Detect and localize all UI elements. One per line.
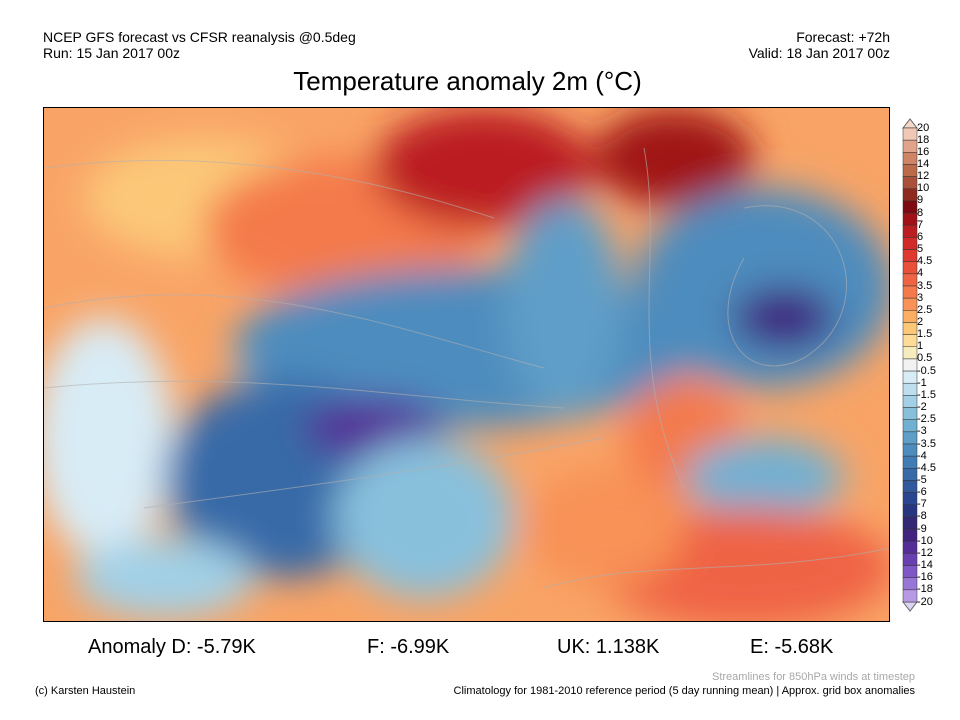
colorbar-swatch (902, 358, 918, 372)
colorbar-swatch (902, 188, 918, 202)
valid-time: Valid: 18 Jan 2017 00z (748, 45, 890, 61)
colorbar-label: -1 (917, 376, 927, 389)
colorbar-swatches (901, 118, 919, 612)
anomaly-uk: UK: 1.138K (557, 636, 660, 658)
model-info: NCEP GFS forecast vs CFSR reanalysis @0.… (43, 29, 356, 45)
colorbar-swatch (902, 468, 918, 481)
colorbar-low-arrow (901, 601, 919, 612)
colorbar-swatch (902, 553, 918, 566)
colorbar-swatch (902, 176, 918, 190)
colorbar-label: -1.5 (917, 388, 936, 401)
colorbar-swatch (902, 285, 918, 299)
colorbar-label: -16 (917, 571, 933, 584)
colorbar-swatch (902, 504, 918, 518)
colorbar-swatch (902, 419, 918, 433)
colorbar-label: 1 (917, 340, 924, 353)
colorbar-label: 1.5 (917, 328, 933, 341)
colorbar-label: -4.5 (917, 461, 936, 474)
colorbar-swatch (902, 480, 918, 493)
colorbar-swatch (902, 127, 918, 141)
colorbar-label: 2.5 (917, 303, 933, 316)
colorbar-label: 8 (917, 206, 924, 219)
colorbar-swatch (902, 139, 918, 153)
colorbar-label: -20 (917, 595, 933, 608)
colorbar-swatch (902, 164, 918, 177)
colorbar-label: -10 (917, 534, 933, 547)
colorbar-label: -14 (917, 559, 933, 572)
colorbar-swatch (902, 322, 918, 335)
colorbar-swatch (902, 224, 918, 238)
colorbar-swatch (902, 346, 918, 360)
colorbar-label: -0.5 (917, 364, 936, 377)
colorbar-swatch (902, 261, 918, 275)
colorbar-label: -7 (917, 498, 927, 511)
colorbar-label: -12 (917, 546, 933, 559)
colorbar-label: -8 (917, 510, 927, 523)
colorbar-label: 5 (917, 243, 924, 256)
credit: (c) Karsten Haustein (35, 685, 136, 697)
colorbar-label: -4 (917, 449, 927, 462)
colorbar-label: 0.5 (917, 352, 933, 365)
colorbar-label: -2 (917, 401, 927, 414)
colorbar-swatch (902, 370, 918, 384)
colorbar-swatch (902, 382, 918, 396)
colorbar-label: 2 (917, 315, 924, 328)
colorbar-swatch (902, 407, 918, 420)
climatology-note: Climatology for 1981-2010 reference peri… (453, 685, 915, 697)
colorbar-swatch (902, 528, 918, 542)
colorbar-label: 3 (917, 291, 924, 304)
colorbar-label: 6 (917, 230, 924, 243)
colorbar-swatch (902, 443, 918, 457)
colorbar-swatch (902, 237, 918, 250)
colorbar-label: -6 (917, 486, 927, 499)
colorbar-label: 4.5 (917, 255, 933, 268)
colorbar-label: 4 (917, 267, 924, 280)
colorbar-swatch (902, 249, 918, 262)
colorbar-label: 14 (917, 157, 930, 170)
forecast-hour: Forecast: +72h (796, 29, 890, 45)
colorbar-label: -3 (917, 425, 927, 438)
colorbar-label: 9 (917, 194, 924, 207)
colorbar-label: 20 (917, 121, 930, 134)
colorbar-swatch (902, 516, 918, 530)
colorbar-swatch (902, 310, 918, 323)
map-title: Temperature anomaly 2m (°C) (293, 66, 642, 96)
colorbar-swatch (902, 431, 918, 445)
colorbar-swatch (902, 212, 918, 226)
colorbar-high-arrow (901, 118, 919, 129)
colorbar-label: 16 (917, 145, 930, 158)
colorbar-swatch (902, 589, 918, 603)
streamlines-note: Streamlines for 850hPa winds at timestep (712, 671, 915, 683)
colorbar-label: -5 (917, 473, 927, 486)
colorbar-label: 18 (917, 133, 930, 146)
colorbar-swatch (902, 152, 918, 165)
anomaly-europe: E: -5.68K (750, 636, 834, 658)
colorbar-swatch (902, 334, 918, 348)
colorbar-label: -18 (917, 583, 933, 596)
colorbar-swatch (902, 200, 918, 214)
colorbar-swatch (902, 273, 918, 287)
colorbar-label: 3.5 (917, 279, 933, 292)
colorbar-label: -3.5 (917, 437, 936, 450)
streamlines (44, 147, 889, 589)
colorbar-swatch (902, 492, 918, 506)
anomaly-field (44, 108, 889, 621)
colorbar-label: 7 (917, 218, 924, 231)
colorbar-label: -2.5 (917, 413, 936, 426)
colorbar-swatch (902, 540, 918, 554)
temperature-anomaly-map (43, 107, 890, 622)
run-info: Run: 15 Jan 2017 00z (43, 45, 180, 61)
colorbar-swatch (902, 297, 918, 311)
colorbar-swatch (902, 577, 918, 591)
anomaly-france: F: -6.99K (367, 636, 450, 658)
anomaly-germany: Anomaly D: -5.79K (88, 636, 256, 658)
colorbar-swatch (902, 565, 918, 578)
colorbar-label: 12 (917, 170, 930, 183)
colorbar-label: -9 (917, 522, 927, 535)
colorbar-swatch (902, 395, 918, 408)
colorbar-swatch (902, 455, 918, 469)
colorbar (900, 118, 960, 612)
colorbar-label: 10 (917, 182, 930, 195)
